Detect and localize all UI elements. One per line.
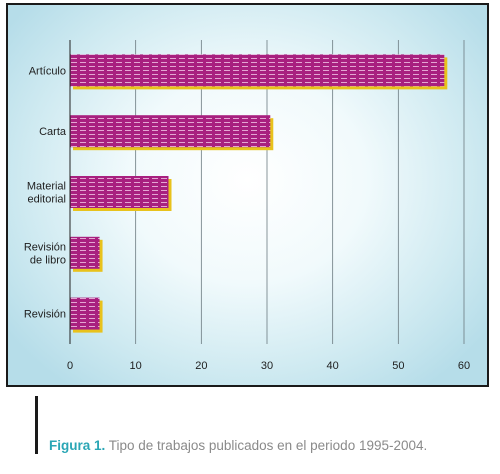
bar xyxy=(70,297,100,330)
gridlines xyxy=(135,40,465,344)
caption-leader-line xyxy=(35,396,38,454)
x-tick-label: 30 xyxy=(261,360,273,372)
bar xyxy=(70,176,169,208)
tick-labels: 0 10 20 30 40 50 60 xyxy=(67,360,470,372)
x-tick-label: 10 xyxy=(130,360,142,372)
caption-text: Tipo de trabajos publicados en el period… xyxy=(108,438,428,453)
category-label: Revisión xyxy=(24,241,66,253)
category-label: de libro xyxy=(30,254,66,266)
category-labels: ArtículoCartaMaterialeditorialRevisiónde… xyxy=(24,65,67,320)
x-tick-label: 40 xyxy=(327,360,339,372)
figure-caption: Figura 1. Tipo de trabajos publicados en… xyxy=(49,438,427,453)
bar-chart: ArtículoCartaMaterialeditorialRevisiónde… xyxy=(24,40,470,372)
category-label: Material xyxy=(27,181,66,193)
bar xyxy=(70,236,100,269)
bar xyxy=(70,115,271,148)
category-label: editorial xyxy=(27,194,66,206)
x-tick-label: 0 xyxy=(67,360,73,372)
category-label: Revisión xyxy=(24,309,66,321)
caption-label: Figura 1. xyxy=(49,438,106,453)
chart-frame: Artículo Carta Material editorial Revisión de… xyxy=(6,3,489,387)
bars xyxy=(70,54,448,333)
x-tick-label: 60 xyxy=(458,360,470,372)
x-tick-label: 20 xyxy=(195,360,207,372)
category-label: Artículo xyxy=(29,65,66,77)
x-tick-label: 50 xyxy=(392,360,404,372)
bar xyxy=(70,54,445,87)
category-label: Carta xyxy=(39,126,67,138)
